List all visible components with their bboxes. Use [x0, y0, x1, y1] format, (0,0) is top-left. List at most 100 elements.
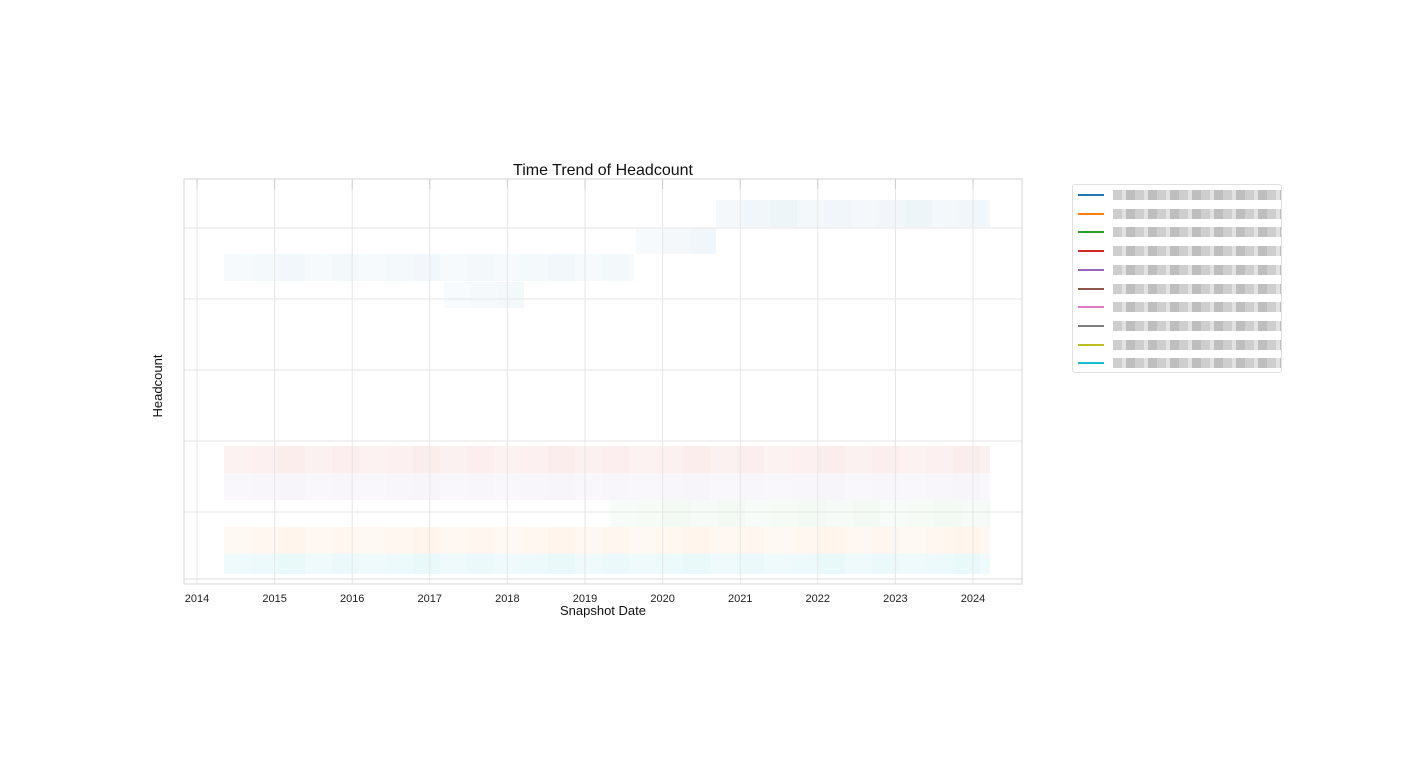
heatmap-cell: [656, 446, 683, 473]
heatmap-cell: [305, 473, 332, 500]
heatmap-cell: [953, 554, 980, 574]
x-tick-label: 2021: [728, 593, 752, 605]
heatmap-cell: [878, 200, 905, 227]
legend-item: [1073, 336, 1281, 354]
heatmap-cell: [764, 554, 791, 574]
heatmap-cell: [953, 527, 980, 554]
heatmap-cell: [521, 254, 548, 281]
heatmap-cell: [691, 500, 718, 527]
heatmap-cell: [845, 554, 872, 574]
heatmap-cell: [743, 200, 770, 227]
heatmap-cell: [305, 554, 332, 574]
x-tick-label: 2020: [650, 593, 674, 605]
heatmap-cell: [845, 446, 872, 473]
legend-item: [1073, 317, 1281, 335]
heatmap-cell: [683, 527, 710, 554]
heatmap-cell: [602, 554, 629, 574]
heatmap-cell: [926, 527, 953, 554]
heatmap-cell: [980, 473, 990, 500]
heatmap-cell: [791, 446, 818, 473]
heatmap-cell: [548, 554, 575, 574]
heatmap-cell: [602, 446, 629, 473]
heatmap-cell: [629, 473, 656, 500]
heatmap-cell: [575, 473, 602, 500]
heatmap-cell: [251, 473, 278, 500]
heatmap-cell: [629, 527, 656, 554]
heatmap-cell: [824, 200, 851, 227]
x-tick-label: 2023: [883, 593, 907, 605]
grid-lines: [184, 179, 1022, 584]
heatmap-cell: [332, 527, 359, 554]
heatmap-cell: [521, 554, 548, 574]
heatmap-cell: [440, 527, 467, 554]
heatmap-cell: [872, 446, 899, 473]
heatmap-cell: [332, 446, 359, 473]
heatmap-cell: [872, 554, 899, 574]
heatmap-cell: [332, 473, 359, 500]
heatmap-cell: [224, 446, 251, 473]
heatmap-cell: [440, 473, 467, 500]
heatmap-cell: [737, 446, 764, 473]
heatmap-cell: [764, 473, 791, 500]
heatmap-cell: [656, 473, 683, 500]
legend-label-redacted: [1113, 246, 1281, 257]
legend-item: [1073, 223, 1281, 241]
heatmap-cell: [305, 527, 332, 554]
heatmap-cell: [926, 473, 953, 500]
heatmap-cell: [851, 200, 878, 227]
heatmap-cell: [602, 254, 629, 281]
heatmap-cell: [278, 446, 305, 473]
legend-item: [1073, 280, 1281, 298]
heatmap-cell: [845, 527, 872, 554]
heatmap-cell: [880, 500, 907, 527]
heatmap-cell: [278, 527, 305, 554]
heatmap-cell: [710, 446, 737, 473]
heatmap-cell: [818, 527, 845, 554]
legend-line-swatch: [1078, 268, 1104, 271]
heatmap-cell: [251, 527, 278, 554]
heatmap-cell: [683, 473, 710, 500]
heatmap-cell: [471, 282, 498, 308]
heatmap-cell: [710, 473, 737, 500]
heatmap-cell: [797, 200, 824, 227]
heatmap-cell: [521, 473, 548, 500]
heatmap-cell: [690, 228, 716, 254]
legend-item: [1073, 354, 1281, 372]
legend-label-redacted: [1113, 339, 1281, 350]
heatmap-cell: [899, 554, 926, 574]
heatmap-cell: [386, 254, 413, 281]
heatmap-cell: [332, 554, 359, 574]
heatmap-cell: [251, 446, 278, 473]
legend-label-redacted: [1113, 283, 1281, 294]
legend-label-redacted: [1113, 320, 1281, 331]
heatmap-cell: [467, 254, 494, 281]
legend-label-redacted: [1113, 227, 1281, 238]
heatmap-cell: [710, 527, 737, 554]
legend-item: [1073, 205, 1281, 223]
legend-line-swatch: [1078, 343, 1104, 346]
heatmap-cell: [251, 254, 278, 281]
legend-line-swatch: [1078, 250, 1104, 253]
heatmap-cell: [386, 473, 413, 500]
y-axis-label: Headcount: [150, 354, 165, 417]
x-tick-label: 2014: [185, 593, 209, 605]
heatmap-cell: [737, 473, 764, 500]
heatmap-cell: [359, 446, 386, 473]
heatmap-cell: [961, 500, 988, 527]
legend-label-redacted: [1113, 190, 1281, 200]
heatmap-cell: [637, 500, 664, 527]
legend-item: [1073, 242, 1281, 260]
heatmap-cell: [716, 200, 743, 227]
heatmap-cell: [386, 554, 413, 574]
heatmap-cell: [764, 527, 791, 554]
heatmap-cell: [980, 446, 990, 473]
heatmap-cell: [656, 527, 683, 554]
heatmap-cell: [986, 200, 990, 227]
heatmap-cell: [467, 554, 494, 574]
heatmap-cell: [629, 446, 656, 473]
heatmap-cell: [498, 282, 524, 308]
heatmap-cell: [224, 473, 251, 500]
heatmap-cell: [683, 446, 710, 473]
heatmap-cell: [467, 527, 494, 554]
heatmap-cell: [845, 473, 872, 500]
